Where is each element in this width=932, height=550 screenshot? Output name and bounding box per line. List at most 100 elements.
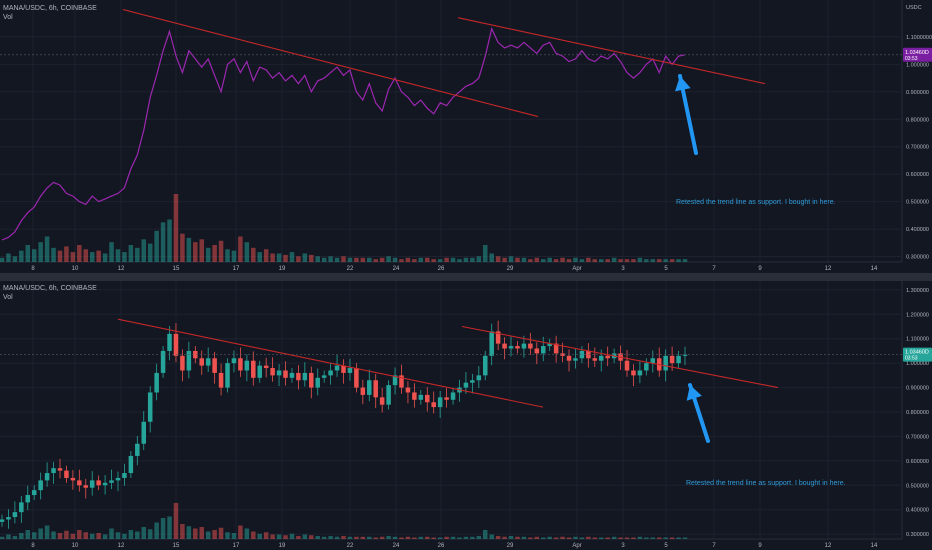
candle-body <box>669 355 675 364</box>
volume-bar <box>57 533 63 539</box>
candle-body <box>431 402 436 408</box>
volume-bar <box>367 257 372 262</box>
volume-bar <box>0 257 5 262</box>
pane-divider[interactable] <box>0 273 932 281</box>
candle-body <box>44 473 50 481</box>
y-tick-label: 0.600000 <box>906 459 929 465</box>
volume-bar <box>199 239 205 262</box>
candle-body <box>521 343 527 349</box>
x-tick-label: 7 <box>712 266 716 272</box>
volume-bar <box>669 259 675 262</box>
candle-body <box>263 365 269 369</box>
candle-body <box>70 477 76 481</box>
candle-body <box>77 480 82 486</box>
x-tick-label: Apr <box>572 543 581 549</box>
candle-body <box>437 397 443 408</box>
x-tick-label: 15 <box>173 543 180 549</box>
candle-body <box>205 358 211 366</box>
volume-bar <box>31 249 37 262</box>
volume-bar <box>412 537 417 539</box>
candle-body <box>425 394 430 403</box>
volume-bar <box>437 537 443 539</box>
volume-bar <box>296 536 301 539</box>
volume-bar <box>199 527 205 539</box>
volume-bar <box>399 537 404 539</box>
volume-bar <box>592 259 598 262</box>
candle-body <box>160 350 166 373</box>
volume-bar <box>379 536 385 539</box>
candle-body <box>360 387 366 395</box>
volume-bar <box>534 257 540 262</box>
candle-body <box>38 480 43 491</box>
volume-bar <box>212 530 217 539</box>
candle-body <box>19 502 24 513</box>
volume-bar <box>566 537 572 539</box>
volume-bar <box>19 533 24 539</box>
volume-bar <box>386 256 391 262</box>
volume-bar <box>225 249 230 262</box>
volume-bar <box>135 531 140 539</box>
volume-bar <box>586 257 591 262</box>
volume-bar <box>83 532 89 539</box>
candle-body <box>96 480 101 486</box>
volume-bar <box>682 259 688 262</box>
volume-bar <box>631 537 636 539</box>
y-tick-label: 1.200000 <box>906 312 929 318</box>
x-tick-label: 9 <box>758 266 762 272</box>
x-tick-label: 19 <box>279 543 286 549</box>
candle-body <box>244 360 250 371</box>
volume-bar <box>573 536 578 539</box>
volume-bar <box>154 522 159 539</box>
candle-body <box>598 355 604 361</box>
x-tick-label: 26 <box>438 266 445 272</box>
candle-body <box>257 365 262 378</box>
y-tick-label: 0.700000 <box>906 145 929 151</box>
candle-body <box>495 331 501 344</box>
volume-bar <box>102 534 108 539</box>
candle-chart-svg[interactable]: 8 10 12 15 17 19 22 24 26 29 Apr 3 5 7 9 12 14 1.300000 1.… <box>0 281 932 550</box>
symbol-title: MANA/USDC, 6h, COINBASE <box>3 285 97 292</box>
volume-bar <box>579 537 585 539</box>
volume-bar <box>495 536 501 539</box>
candle-body <box>515 346 520 349</box>
price-line <box>1 26 686 241</box>
volume-bar <box>644 259 649 262</box>
x-tick-label: 12 <box>825 543 832 549</box>
volume-bar <box>656 537 662 539</box>
volume-bar <box>135 247 140 262</box>
line-chart-pane[interactable]: 8 10 12 15 17 19 22 24 26 29 Apr 3 5 7 9 12 14 1.1000000 1… <box>0 0 932 273</box>
candle-body <box>560 353 565 356</box>
volume-bar <box>528 537 533 539</box>
candle-chart-pane[interactable]: 8 10 12 15 17 19 22 24 26 29 Apr 3 5 7 9 12 14 1.300000 1.… <box>0 281 932 550</box>
volume-bar <box>244 528 250 539</box>
volume-bar <box>205 531 211 539</box>
volume-bar <box>289 533 295 539</box>
volume-bar <box>64 530 69 539</box>
vol-label: Vol <box>3 294 13 301</box>
x-tick-label: 24 <box>393 266 400 272</box>
y-tick-label: 0.700000 <box>906 434 929 440</box>
candle-body <box>367 380 372 395</box>
candle-body <box>405 387 411 393</box>
x-tick-label: 9 <box>758 543 762 549</box>
candle-body <box>373 380 378 398</box>
x-tick-label: 22 <box>347 266 354 272</box>
volume-bar <box>31 532 37 539</box>
candle-body <box>83 485 89 488</box>
volume-bar <box>611 257 617 262</box>
candle-body <box>450 392 456 400</box>
volume-bar <box>463 257 469 262</box>
volume-bar <box>528 259 533 262</box>
volume-bar <box>399 259 404 262</box>
volume-bar <box>676 259 681 262</box>
volume-bar <box>656 259 662 262</box>
volume-bar <box>89 533 95 539</box>
candle-body <box>463 382 469 388</box>
volume-bar <box>553 537 559 539</box>
volume-bar <box>676 537 681 539</box>
price-tag-value: 1.03460D <box>905 50 929 56</box>
line-chart-svg[interactable]: 8 10 12 15 17 19 22 24 26 29 Apr 3 5 7 9 12 14 1.1000000 1… <box>0 0 932 273</box>
volume-bar <box>521 257 527 262</box>
volume-bar <box>457 259 462 262</box>
volume-bar <box>167 516 172 539</box>
